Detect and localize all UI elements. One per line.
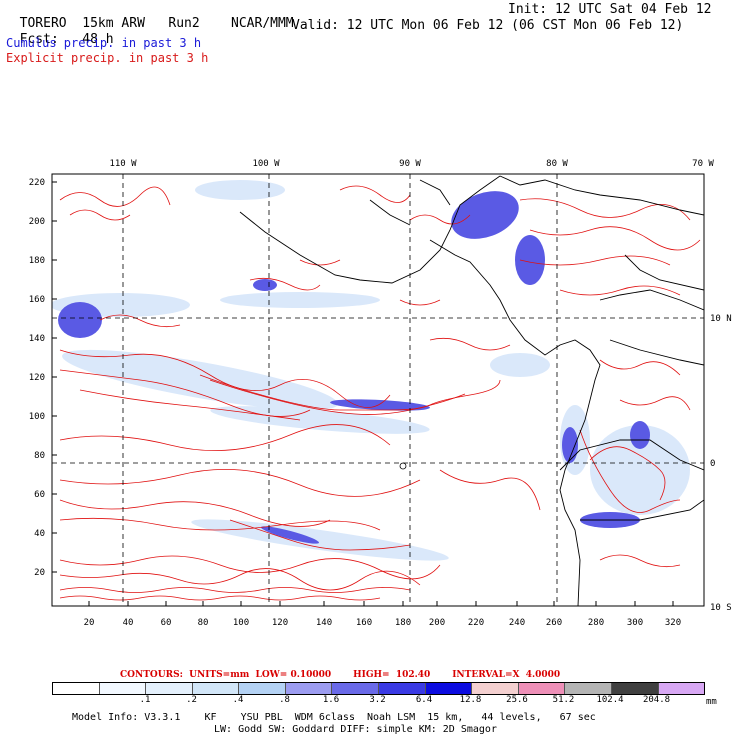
- y-tick-label: 120: [29, 373, 45, 383]
- legend-label: .4: [232, 695, 244, 705]
- legend-swatch: [518, 683, 566, 694]
- x-tick-label: 280: [588, 618, 604, 628]
- legend-swatch: [425, 683, 473, 694]
- legend-label: .8: [279, 695, 290, 705]
- y-tick-label: 160: [29, 295, 45, 305]
- light-precip-areas: [52, 180, 690, 561]
- legend-label: 1.6: [322, 695, 340, 705]
- x-tick-label: 140: [316, 618, 332, 628]
- legend-swatch: [99, 683, 147, 694]
- legend-label: .2: [186, 695, 197, 705]
- heavy-precip-areas: [58, 191, 650, 544]
- forecast-value: 48 h: [82, 32, 114, 47]
- model-run: Run2: [168, 16, 200, 31]
- legend-swatch: [53, 683, 100, 694]
- map-frame: [51, 173, 705, 607]
- y-tick-label: 220: [29, 178, 45, 188]
- forecast-label: Fcst:: [19, 32, 59, 47]
- x-tick-label: 80: [198, 618, 209, 628]
- lon-label: 90 W: [399, 159, 421, 169]
- legend-label: 12.8: [459, 695, 482, 705]
- explicit-precip-contours: [59, 185, 701, 601]
- y-tick-label: 60: [34, 490, 45, 500]
- legend-label: 6.4: [415, 695, 433, 705]
- x-tick-label: 100: [233, 618, 249, 628]
- y-tick-label: 20: [34, 568, 45, 578]
- legend-swatch: [285, 683, 333, 694]
- legend-swatch: [611, 683, 659, 694]
- legend-label: .1: [139, 695, 151, 705]
- legend-swatch: [565, 683, 612, 694]
- valid-time: Valid: 12 UTC Mon 06 Feb 12 (06 CST Mon …: [292, 18, 684, 33]
- cumulus-field-label: Cumulus precip. in past 3 h: [6, 36, 202, 50]
- galapagos-island: [399, 462, 407, 470]
- legend-swatch: [472, 683, 519, 694]
- physics-info: LW: Godd SW: Goddard DIFF: simple KM: 2D…: [214, 724, 497, 735]
- x-tick-label: 160: [356, 618, 372, 628]
- legend-swatch: [239, 683, 286, 694]
- x-tick-label: 200: [429, 618, 445, 628]
- x-tick-label: 300: [627, 618, 643, 628]
- legend-unit: mm: [706, 697, 717, 707]
- legend-swatch: [379, 683, 426, 694]
- x-tick-label: 320: [665, 618, 681, 628]
- axis-ticks: 20 40 60 80 100 120 140 160 180 200 220 240 260 280 30…: [29, 159, 732, 628]
- y-tick-label: 40: [34, 529, 45, 539]
- x-tick-label: 180: [395, 618, 411, 628]
- legend-label: 102.4: [596, 695, 624, 705]
- init-time: Init: 12 UTC Sat 04 Feb 12: [508, 2, 712, 17]
- lat-label: 10 N: [710, 314, 732, 324]
- lon-label: 110 W: [109, 159, 137, 169]
- contour-info: CONTOURS: UNITS=mm LOW= 0.10000 HIGH= 10…: [120, 670, 561, 680]
- legend-swatch: [146, 683, 193, 694]
- legend-label: 3.2: [369, 695, 386, 705]
- y-tick-label: 100: [29, 412, 45, 422]
- y-tick-label: 140: [29, 334, 45, 344]
- model-name: TORERO: [19, 16, 67, 31]
- forecast-hour: Fcst: 48 h: [4, 19, 114, 47]
- header-title: TORERO 15km ARW Run2 NCAR/MMM: [4, 3, 294, 31]
- x-tick-label: 260: [546, 618, 562, 628]
- lat-label: 10 S: [710, 603, 732, 613]
- coastlines: [239, 175, 704, 606]
- explicit-field-label: Explicit precip. in past 3 h: [6, 51, 209, 65]
- lat-lon-grid: [52, 174, 704, 606]
- model-resolution: 15km ARW: [82, 16, 145, 31]
- y-tick-label: 200: [29, 217, 45, 227]
- legend-swatch: [192, 683, 240, 694]
- legend-swatch: [332, 683, 380, 694]
- lon-label: 70 W: [692, 159, 714, 169]
- x-tick-label: 60: [161, 618, 172, 628]
- x-tick-label: 220: [468, 618, 484, 628]
- model-org: NCAR/MMM: [231, 16, 294, 31]
- lon-label: 80 W: [546, 159, 568, 169]
- x-tick-label: 20: [84, 618, 95, 628]
- legend-label: 25.6: [506, 695, 528, 705]
- x-tick-label: 40: [123, 618, 134, 628]
- y-tick-label: 180: [29, 256, 45, 266]
- x-tick-label: 120: [272, 618, 288, 628]
- lon-label: 100 W: [252, 159, 280, 169]
- model-info: Model Info: V3.3.1 KF YSU PBL WDM 6class…: [72, 712, 596, 723]
- y-tick-label: 80: [34, 451, 45, 461]
- lat-label: 0: [710, 459, 715, 469]
- precip-legend: [52, 682, 705, 695]
- x-tick-label: 240: [509, 618, 525, 628]
- legend-swatch: [658, 683, 705, 694]
- legend-label: 51.2: [552, 695, 575, 705]
- legend-label: 204.8: [642, 695, 671, 705]
